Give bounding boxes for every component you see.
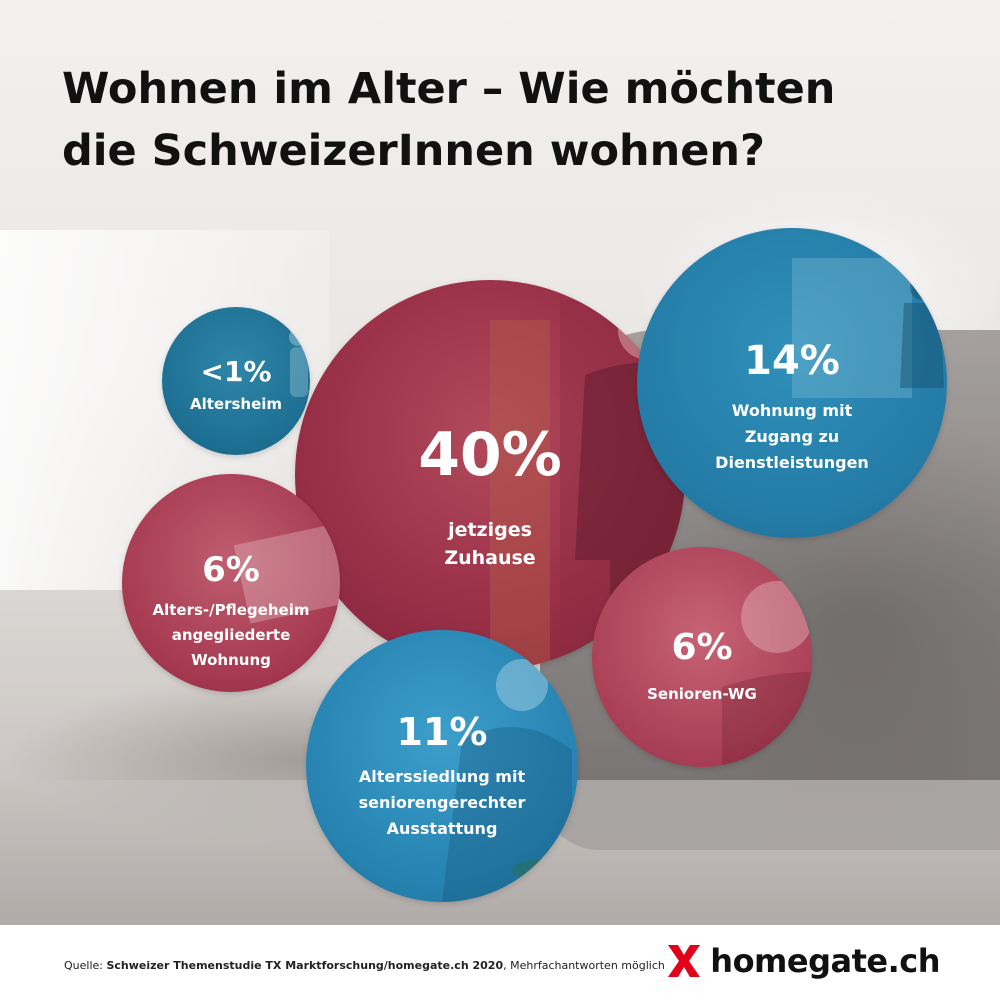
source-note: Quelle: Schweizer Themenstudie TX Marktf… [64, 959, 665, 972]
label-line: Dienstleistungen [715, 453, 869, 472]
bubble-label: Altersheim [162, 395, 310, 413]
source-suffix: , Mehrfachantworten möglich [503, 959, 665, 972]
bubble-label: Wohnung mit Zugang zu Dienstleistungen [637, 398, 947, 476]
bubble-pflegeheim-wohnung: 6% Alters-/Pflegeheim angegliederte Wohn… [122, 474, 340, 692]
bubble-percent: <1% [200, 355, 272, 388]
label-line: Alterssiedlung mit [358, 767, 526, 786]
page-title: Wohnen im Alter – Wie möchten die Schwei… [62, 58, 942, 182]
source-name: Schweizer Themenstudie TX Marktforschung… [106, 959, 504, 972]
bubble-label: Alterssiedlung mit seniorengerechter Aus… [306, 764, 578, 842]
label-line: Ausstattung [386, 819, 498, 838]
label-line: Wohnung mit [731, 401, 853, 420]
bubble-senioren-wg: 6% Senioren-WG [592, 547, 812, 767]
brand-name: homegate.ch [710, 942, 940, 980]
label-line: Senioren-WG [647, 685, 757, 703]
title-line-2: die SchweizerInnen wohnen? [62, 126, 765, 176]
footer: Quelle: Schweizer Themenstudie TX Marktf… [0, 925, 1000, 1000]
bubble-percent: 14% [744, 338, 840, 384]
label-line: Wohnung [191, 651, 271, 669]
homegate-x-icon [668, 945, 701, 977]
bubble-alterssiedlung: 11% Alterssiedlung mit seniorengerechter… [306, 630, 578, 902]
bubble-label: Alters-/Pflegeheim angegliederte Wohnung [122, 598, 340, 673]
title-line-1: Wohnen im Alter – Wie möchten [62, 64, 836, 114]
bubble-percent: 40% [418, 420, 562, 490]
bubble-percent: 11% [396, 710, 488, 754]
bubble-percent: 6% [202, 550, 260, 590]
label-line: seniorengerechter [358, 793, 526, 812]
label-line: jetziges [448, 519, 532, 541]
label-line: Alters-/Pflegeheim [152, 601, 310, 619]
label-line: Altersheim [189, 395, 283, 413]
label-line: Zugang zu [744, 427, 840, 446]
bubble-altersheim: <1% Altersheim [162, 307, 310, 455]
bubble-percent: 6% [671, 627, 733, 668]
label-line: angegliederte [171, 626, 291, 644]
bubble-label: Senioren-WG [592, 685, 812, 703]
bubble-wohnung-dienstleistungen: 14% Wohnung mit Zugang zu Dienstleistung… [637, 228, 947, 538]
bubble-label: jetziges Zuhause [295, 516, 685, 572]
source-prefix: Quelle: [64, 959, 107, 972]
brand-logo[interactable]: homegate.ch [664, 941, 940, 981]
label-line: Zuhause [444, 547, 536, 569]
